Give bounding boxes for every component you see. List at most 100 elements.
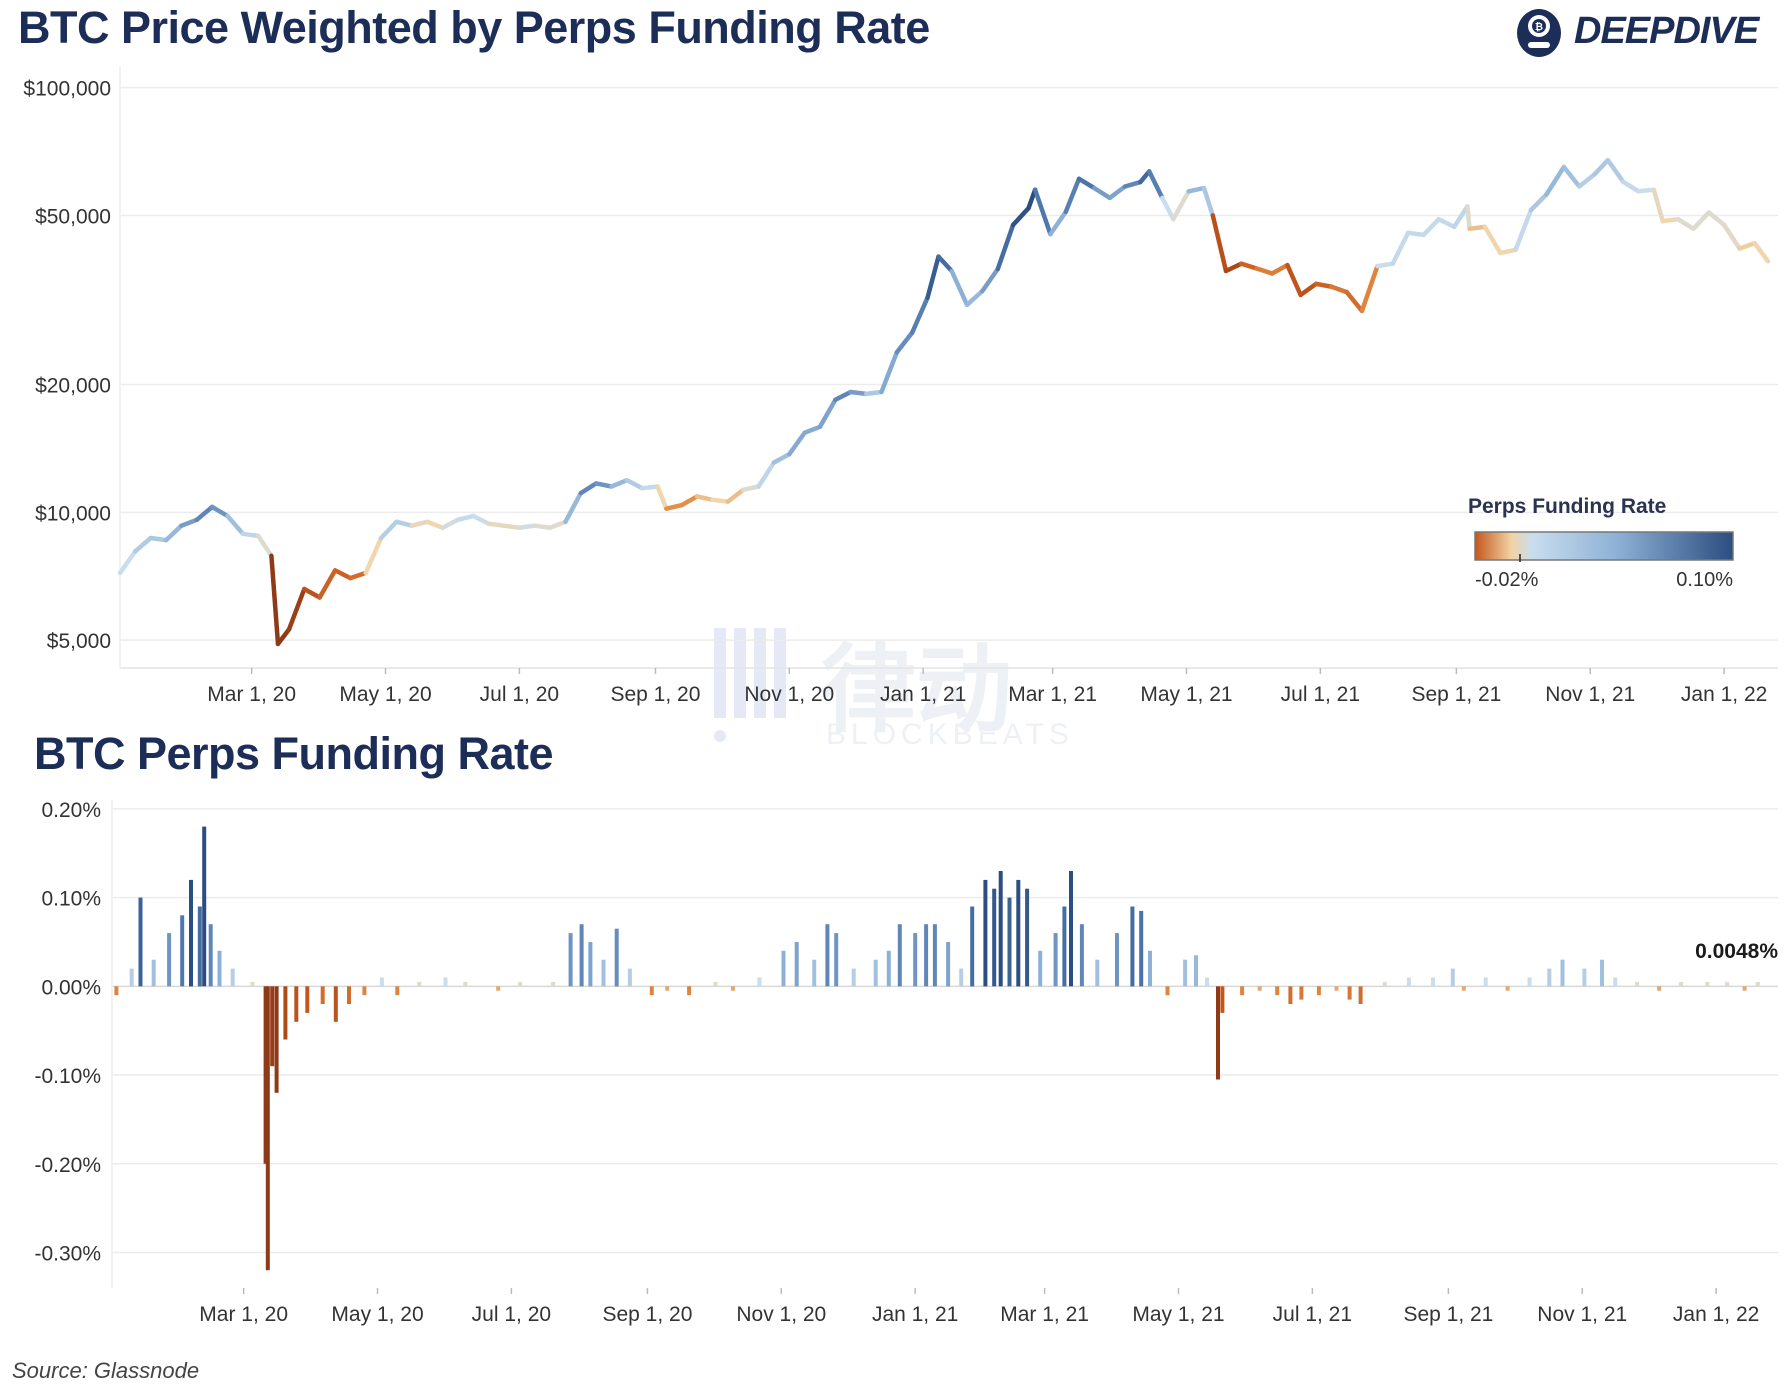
funding-bar (1725, 981, 1730, 987)
price-line-segment (1691, 210, 1712, 232)
price-line-segment (1467, 224, 1488, 232)
funding-x-tick-label: Nov 1, 20 (736, 1303, 826, 1326)
price-line-segment (655, 484, 669, 511)
funding-bar (417, 981, 422, 987)
funding-bar (189, 879, 193, 987)
funding-bar (932, 924, 937, 987)
funding-bar (167, 933, 172, 987)
price-line-segment (609, 477, 630, 489)
funding-y-tick-label: -0.10% (34, 1065, 101, 1088)
funding-bar (614, 928, 619, 987)
price-line-segment (1359, 263, 1380, 314)
funding-bar (151, 959, 156, 987)
funding-chart: 0.20% 0.10% 0.00% -0.10% -0.20% -0.30% Mar 1,… (34, 799, 1778, 1326)
deepdive-logo: ₿ DEEPDIVE (1508, 0, 1778, 62)
price-line-segment (148, 535, 169, 543)
price-line-segment (894, 330, 915, 355)
funding-rate-legend: Perps Funding Rate -0.02% 0.10% (1468, 495, 1734, 591)
funding-bar (1742, 986, 1747, 991)
price-x-tick-label: Nov 1, 21 (1545, 683, 1635, 706)
funding-bar (1240, 986, 1245, 996)
funding-bar (230, 968, 235, 987)
funding-bar (379, 977, 384, 987)
funding-bar (320, 986, 325, 1004)
funding-bar (794, 942, 799, 987)
funding-bar (579, 924, 584, 987)
last-value-label: 0.0048% (1695, 940, 1778, 963)
price-line-segment (1528, 192, 1549, 213)
price-line-segment (1092, 185, 1112, 201)
price-line-segment (664, 502, 685, 511)
funding-bar (294, 986, 299, 1022)
funding-bar (757, 977, 762, 987)
source-note: Source: Glassnode (12, 1358, 200, 1383)
funding-bar (781, 950, 786, 987)
svg-text:₿: ₿ (1535, 21, 1543, 33)
price-x-tick-label: Mar 1, 20 (207, 683, 296, 706)
funding-bar (1347, 986, 1352, 1000)
price-line-series (117, 157, 1771, 647)
price-line-segment (1076, 176, 1097, 191)
funding-bar (970, 906, 975, 987)
funding-bar (202, 826, 207, 987)
funding-bar (114, 986, 119, 996)
funding-bar (1705, 981, 1710, 987)
price-x-tick-label: May 1, 21 (1140, 683, 1232, 706)
price-line-segment (1660, 216, 1681, 224)
funding-bar (1483, 977, 1488, 987)
funding-bar (924, 924, 929, 987)
price-line-segment (710, 497, 731, 504)
funding-x-tick-label: May 1, 21 (1132, 1303, 1224, 1326)
funding-bar (1406, 977, 1411, 987)
funding-bar (333, 986, 338, 1022)
funding-bar (263, 986, 268, 1164)
price-line-segment (1107, 184, 1128, 201)
price-line-segment (1344, 289, 1365, 314)
price-line-segment (1482, 224, 1503, 256)
funding-bar (1220, 986, 1225, 1013)
price-line-segment (1160, 195, 1176, 222)
price-line-segment (409, 519, 430, 528)
funding-y-axis: 0.20% 0.10% 0.00% -0.10% -0.20% -0.30% (34, 799, 101, 1266)
price-y-axis: $100,000 $50,000 $20,000 $10,000 $5,000 (23, 78, 111, 654)
funding-bar (1547, 968, 1552, 987)
price-line-segment (640, 484, 660, 491)
funding-bar (347, 986, 351, 1004)
price-line-segment (471, 513, 491, 526)
funding-bar (1079, 924, 1084, 987)
price-line-segment (424, 519, 445, 530)
blockbeats-watermark: 律动 BLOCKBEATS (710, 618, 1090, 758)
price-line-segment (302, 586, 322, 600)
funding-bar (217, 950, 222, 987)
funding-bar (1288, 986, 1293, 1004)
funding-bar (1275, 986, 1280, 996)
price-line-segment (1620, 179, 1641, 194)
price-x-tick-label: May 1, 20 (339, 683, 431, 706)
price-line-segment (1651, 187, 1665, 224)
funding-bar (1635, 981, 1640, 987)
price-line-segment (1706, 210, 1727, 228)
funding-bar (1560, 959, 1565, 987)
funding-x-tick-label: Mar 1, 20 (199, 1303, 288, 1326)
price-line-segment (1210, 213, 1229, 274)
funding-bar (713, 981, 718, 987)
brand-name: DEEPDIVE (1574, 10, 1759, 52)
price-y-tick-label: $5,000 (47, 630, 111, 653)
price-line-segment (1285, 262, 1303, 298)
funding-bar (1148, 950, 1152, 987)
funding-bar (1205, 977, 1209, 987)
price-line-segment (517, 523, 537, 530)
funding-bar (270, 986, 275, 1067)
price-line-segment (1298, 281, 1319, 298)
funding-bar (649, 986, 654, 996)
funding-bar (1216, 986, 1220, 1080)
funding-x-tick-label: Jul 1, 21 (1273, 1303, 1352, 1326)
price-line-segment (547, 519, 568, 530)
funding-bar (1582, 968, 1587, 987)
price-line-segment (1498, 247, 1518, 256)
funding-bar (1505, 986, 1510, 991)
funding-y-tick-label: -0.30% (34, 1243, 101, 1266)
price-line-segment (1636, 187, 1657, 194)
funding-bar (1007, 897, 1012, 987)
price-line-segment (1421, 216, 1442, 238)
